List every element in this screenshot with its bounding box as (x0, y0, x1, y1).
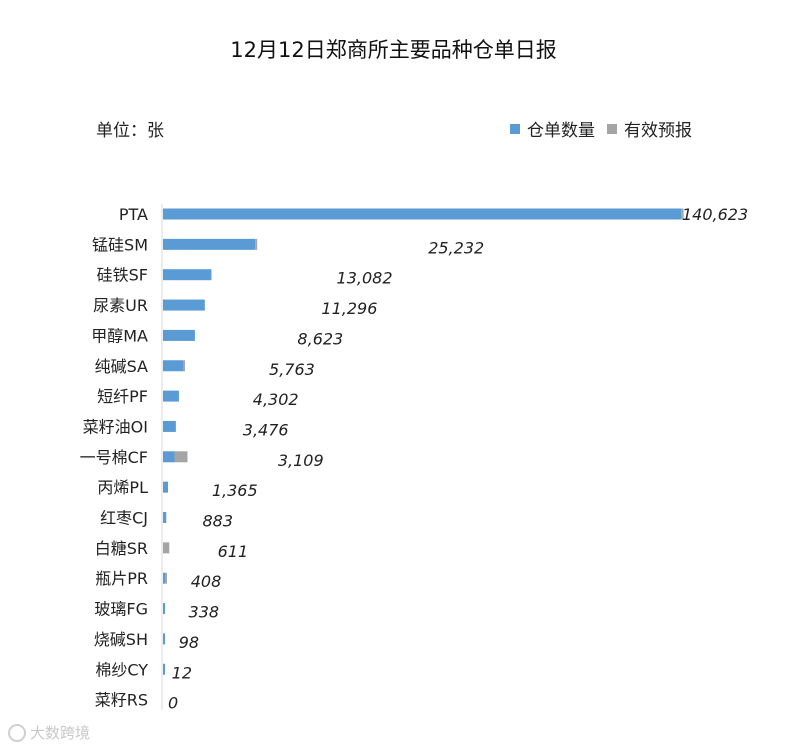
category-label: 瓶片PR (95, 569, 148, 588)
data-label: 1,365 (212, 481, 258, 500)
bar-valid-forecast (255, 238, 258, 250)
bar-valid-forecast (163, 542, 170, 554)
data-label: 11,296 (321, 299, 377, 318)
bar-warehouse-receipts (163, 329, 195, 341)
bar-warehouse-receipts (163, 238, 256, 250)
watermark-text: 大数跨境 (30, 724, 91, 742)
category-label: 玻璃FG (94, 600, 148, 619)
category-label: 锰硅SM (92, 235, 148, 254)
bar-valid-forecast (174, 451, 188, 463)
bar-valid-forecast (165, 572, 167, 584)
chart-title: 12月12日郑商所主要品种仓单日报 (230, 38, 557, 62)
category-label: 棉纱CY (95, 660, 148, 679)
category-label: 菜籽RS (95, 691, 148, 710)
legend: 仓单数量 有效预报 (510, 116, 704, 141)
bar-warehouse-receipts (163, 269, 212, 281)
data-label: 12 (172, 663, 192, 682)
legend-item-valid-forecast: 有效预报 (607, 116, 692, 141)
data-label: 3,476 (243, 420, 289, 439)
category-label: 硅铁SF (97, 266, 148, 285)
legend-swatch-warehouse-receipts (510, 123, 520, 134)
category-label: 纯碱SA (95, 357, 148, 376)
data-label: 883 (202, 512, 233, 531)
bar-warehouse-receipts (163, 360, 183, 372)
legend-label-valid-forecast: 有效预报 (624, 121, 692, 141)
bar-warehouse-receipts (163, 390, 179, 402)
watermark-logo-icon (8, 723, 26, 742)
data-label: 98 (179, 633, 199, 652)
category-label: 一号棉CF (80, 448, 148, 467)
category-label: 白糖SR (95, 539, 148, 558)
data-label: 5,763 (269, 360, 315, 379)
legend-swatch-valid-forecast (607, 123, 617, 134)
bar-warehouse-receipts (163, 420, 176, 432)
data-label: 8,623 (297, 329, 343, 348)
bar-warehouse-receipts (163, 208, 682, 220)
category-label: 菜籽油OI (83, 417, 148, 436)
category-label: 红枣CJ (100, 509, 148, 528)
legend-item-warehouse-receipts: 仓单数量 (510, 116, 595, 141)
data-label: 408 (191, 572, 222, 591)
data-label: 0 (168, 694, 178, 713)
bar-valid-forecast (182, 360, 185, 372)
data-label: 611 (218, 542, 249, 561)
data-label: 338 (189, 603, 220, 622)
category-label: PTA (119, 205, 148, 224)
legend-label-warehouse-receipts: 仓单数量 (527, 121, 595, 141)
bar-warehouse-receipts (163, 572, 165, 584)
category-label: 烧碱SH (94, 630, 148, 649)
category-label: 丙烯PL (97, 478, 148, 497)
data-label: 140,623 (682, 205, 748, 224)
data-label: 4,302 (253, 390, 299, 409)
data-label: 3,109 (278, 451, 324, 470)
bar-warehouse-receipts (163, 603, 165, 615)
bar-valid-forecast (681, 208, 684, 220)
bar-warehouse-receipts (163, 299, 205, 311)
category-label: 短纤PF (97, 387, 148, 406)
bar-warehouse-receipts (163, 481, 169, 493)
bar-warehouse-receipts (163, 512, 167, 523)
bar-warehouse-receipts (163, 663, 165, 675)
category-label: 尿素UR (93, 296, 148, 315)
watermark: 大数跨境 (8, 722, 90, 743)
data-label: 25,232 (428, 238, 484, 257)
unit-label: 单位：张 (96, 121, 164, 141)
category-label: 甲醇MA (91, 326, 148, 345)
bar-warehouse-receipts (163, 633, 165, 645)
bar-warehouse-receipts (163, 451, 175, 463)
data-label: 13,082 (337, 269, 393, 288)
